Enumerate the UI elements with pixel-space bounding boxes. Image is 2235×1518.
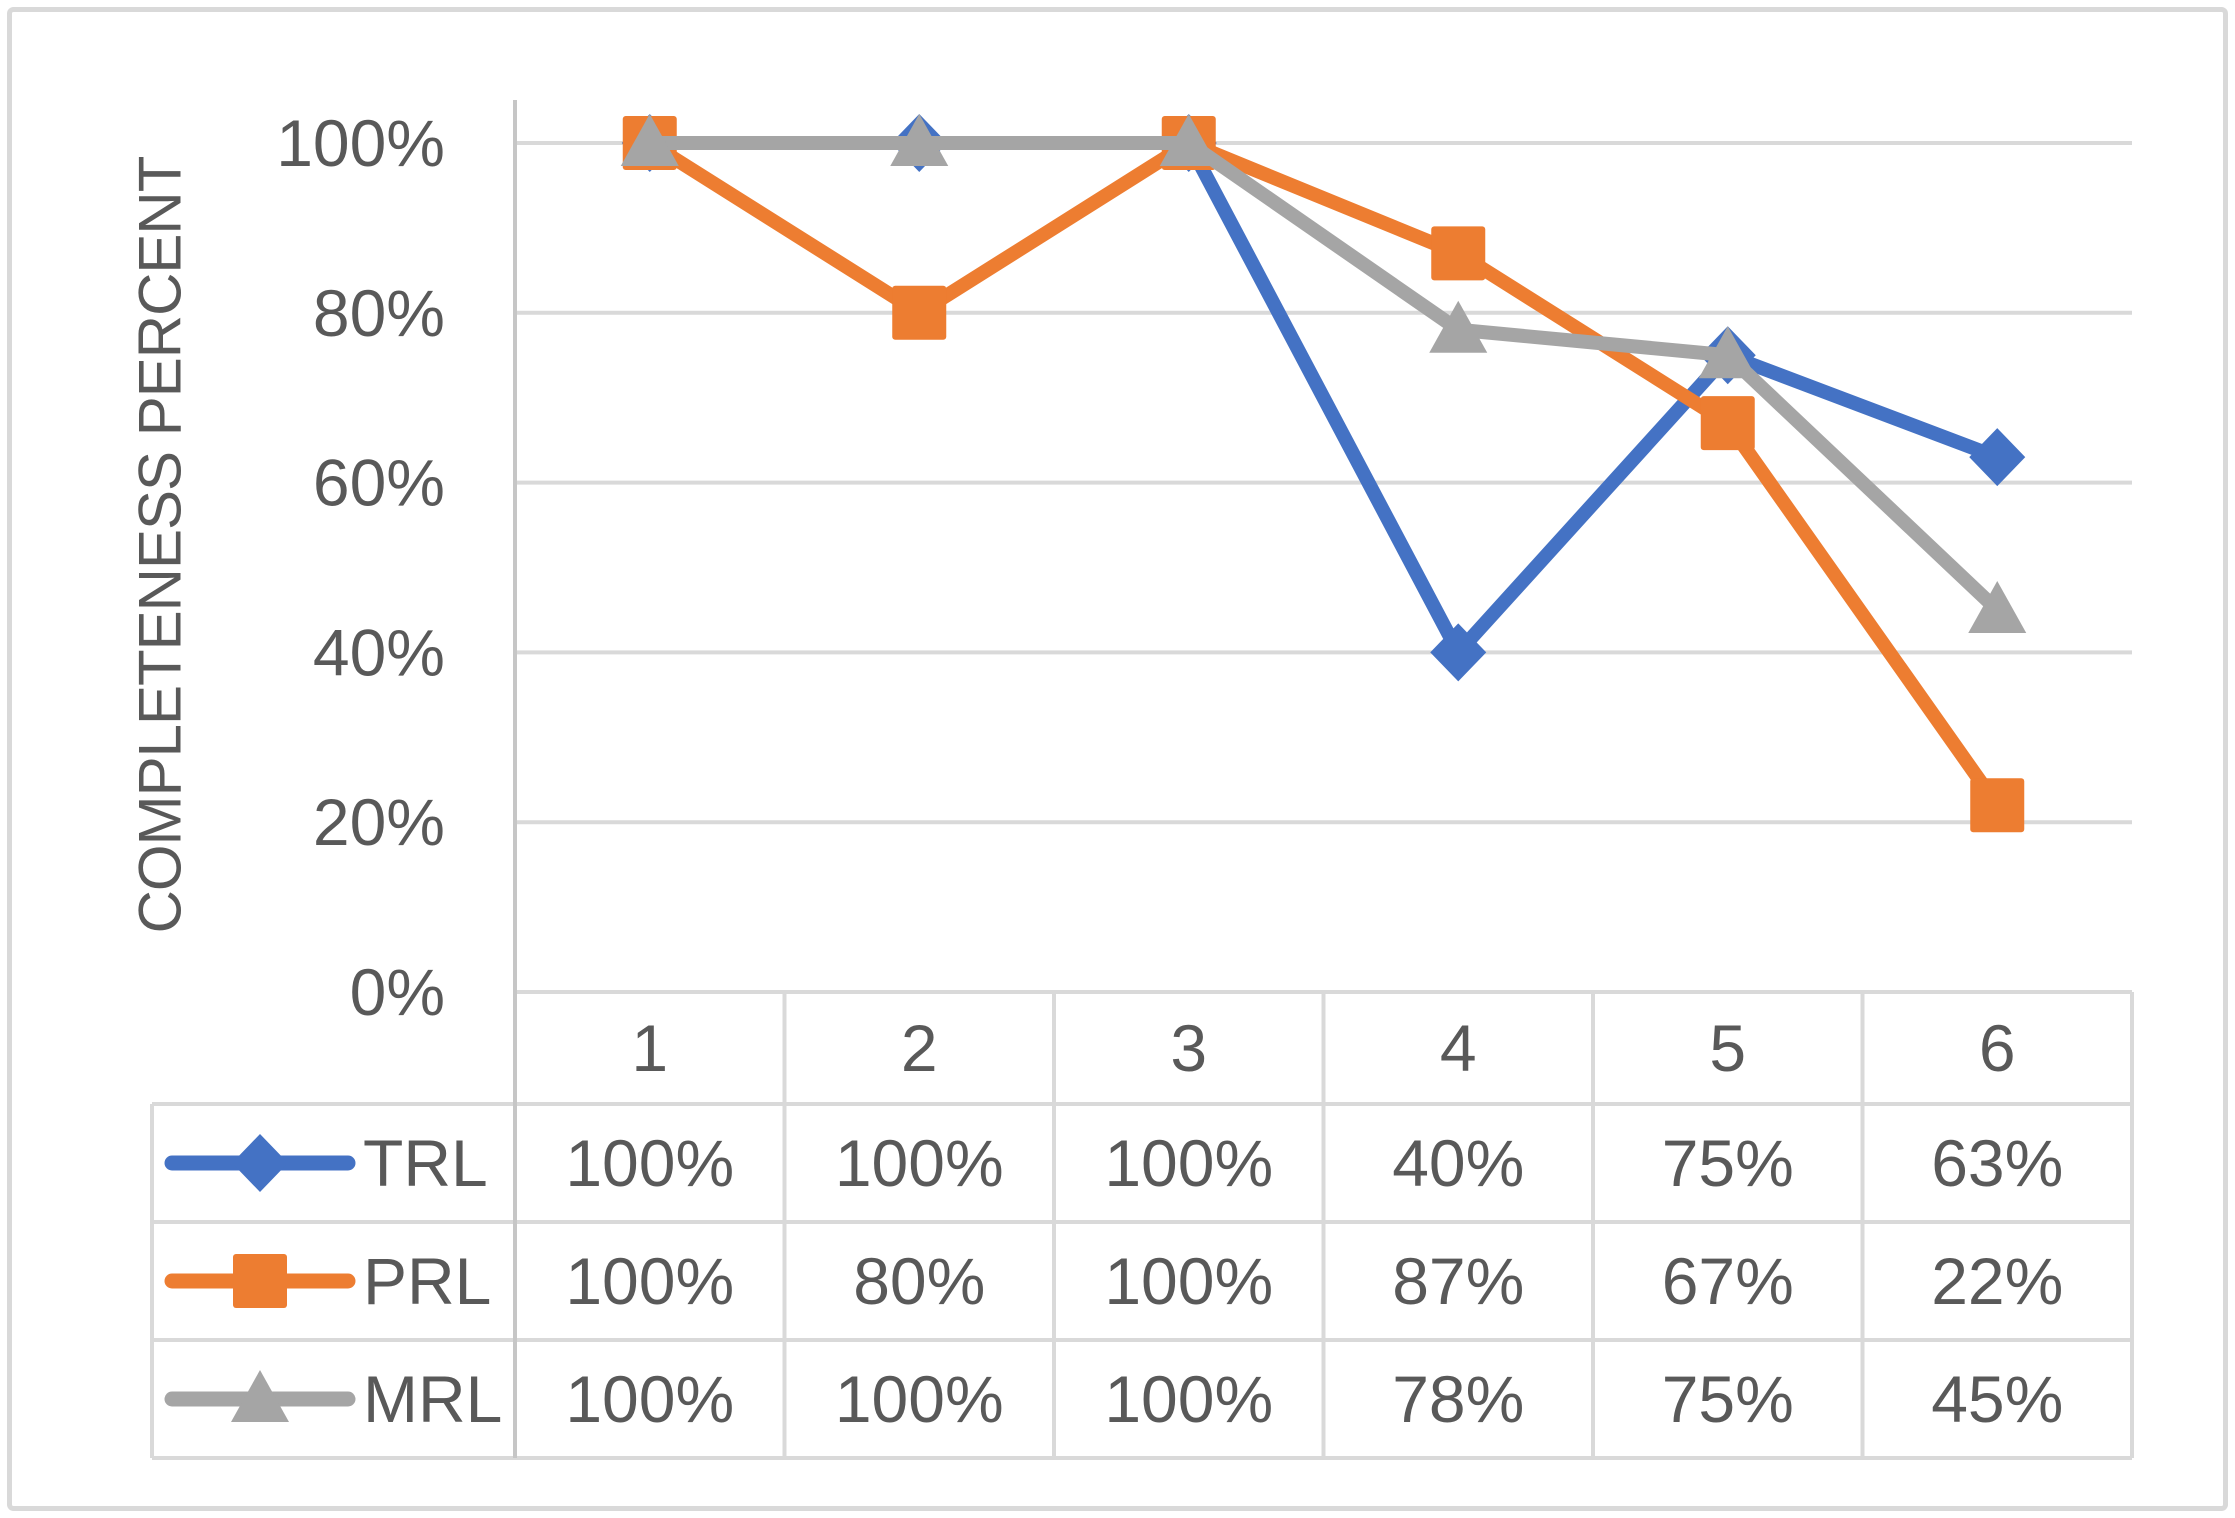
series-mrl	[620, 114, 2027, 633]
category-label: 6	[1979, 1011, 2016, 1085]
data-table-grid	[150, 992, 2134, 1460]
series-trl-diamond-marker	[1969, 428, 2026, 487]
series-prl-line	[642, 136, 2005, 813]
table-value: 100%	[565, 1362, 734, 1436]
legend-prl-square-marker	[233, 1254, 287, 1308]
table-value: 67%	[1662, 1244, 1794, 1318]
table-value: 63%	[1931, 1126, 2063, 1200]
table-value: 100%	[1104, 1244, 1273, 1318]
legend-label-mrl: MRL	[363, 1362, 502, 1436]
series-mrl-triangle-marker	[620, 114, 679, 166]
table-value: 100%	[565, 1244, 734, 1318]
y-tick-label: 0%	[350, 955, 445, 1029]
y-tick-label: 100%	[276, 106, 445, 180]
category-label: 5	[1709, 1011, 1746, 1085]
table-value: 100%	[1104, 1126, 1273, 1200]
y-tick-label: 60%	[313, 446, 445, 520]
table-value: 100%	[835, 1126, 1004, 1200]
series-mrl-triangle-marker	[1698, 326, 1757, 379]
table-value: 45%	[1931, 1362, 2063, 1436]
y-tick-label: 80%	[313, 276, 445, 350]
category-label: 2	[901, 1011, 938, 1085]
series-prl-square-marker	[1431, 226, 1486, 281]
series-mrl-triangle-marker	[1429, 300, 1488, 353]
y-axis-title: COMPLETENESS PERCENT	[127, 156, 194, 933]
x-category-labels: 1 2 3 4 5 6	[631, 1011, 2015, 1085]
figure-border	[7, 7, 2228, 1511]
table-value: 80%	[853, 1244, 985, 1318]
series-mrl-triangle-marker	[1159, 114, 1218, 166]
table-row-prl: PRL 100% 80% 100% 87% 67% 22%	[164, 1244, 2063, 1318]
y-axis-tick-labels: 100% 80% 60% 40% 20% 0%	[276, 106, 445, 1029]
legend-label-trl: TRL	[363, 1126, 488, 1200]
series-prl-square-marker	[1700, 396, 1755, 451]
table-value: 78%	[1392, 1362, 1524, 1436]
series-prl-square-marker	[892, 285, 947, 340]
y-tick-label: 40%	[313, 615, 445, 689]
table-value: 100%	[835, 1362, 1004, 1436]
table-value: 100%	[1104, 1362, 1273, 1436]
category-label: 1	[631, 1011, 668, 1085]
table-value: 75%	[1662, 1126, 1794, 1200]
series-trl-diamond-marker	[1430, 623, 1487, 682]
table-value: 87%	[1392, 1244, 1524, 1318]
table-row-trl: TRL 100% 100% 100% 40% 75% 63%	[164, 1126, 2063, 1200]
legend-trl-diamond-marker	[232, 1134, 288, 1192]
category-label: 4	[1440, 1011, 1477, 1085]
table-row-mrl: MRL 100% 100% 100% 78% 75% 45%	[164, 1362, 2063, 1436]
legend-mrl-triangle-marker	[231, 1370, 289, 1422]
category-label: 3	[1170, 1011, 1207, 1085]
table-value: 75%	[1662, 1362, 1794, 1436]
legend-label-prl: PRL	[363, 1244, 491, 1318]
y-tick-label: 20%	[313, 785, 445, 859]
table-value: 40%	[1392, 1126, 1524, 1200]
series-mrl-triangle-marker	[890, 114, 949, 166]
table-value: 100%	[565, 1126, 734, 1200]
series-mrl-triangle-marker	[1968, 580, 2027, 633]
series-prl-square-marker	[1970, 778, 2025, 833]
series-mrl-line	[642, 136, 2005, 617]
table-value: 22%	[1931, 1244, 2063, 1318]
